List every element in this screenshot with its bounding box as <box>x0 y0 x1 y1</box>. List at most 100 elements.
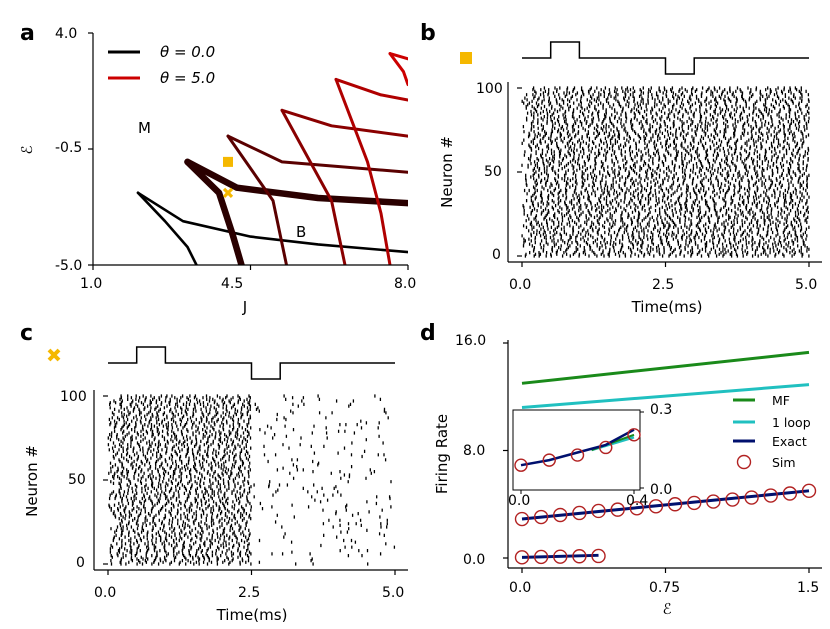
sim-point <box>514 511 530 527</box>
x-tick: 0.0 <box>509 277 531 293</box>
series-line-exact-low <box>521 553 599 559</box>
inset-chart: 0.0 0.4 0.3 0.0 <box>508 402 672 509</box>
sim-point <box>687 495 702 511</box>
y-axis-label: Firing Rate <box>433 414 451 494</box>
y-tick: -0.5 <box>55 140 82 156</box>
legend-label: 1 loop <box>772 415 811 430</box>
region-label-b: B <box>296 223 306 241</box>
panel-label-d: d <box>420 321 436 346</box>
phase-curve-upper <box>226 134 408 174</box>
phase-curve-lower <box>136 191 198 265</box>
x-tick: 0.75 <box>649 580 680 596</box>
region-label-m: M <box>138 119 151 137</box>
phase-curves <box>136 52 408 265</box>
spike-marks <box>521 86 810 258</box>
phase-curve-lower <box>226 134 288 265</box>
y-tick: -5.0 <box>55 258 82 274</box>
square-marker <box>223 156 233 167</box>
phase-curve-upper <box>184 158 408 207</box>
series-line-mf <box>521 350 810 385</box>
x-tick: 4.5 <box>221 276 243 292</box>
legend-label: Sim <box>772 455 796 470</box>
sim-point <box>706 494 721 509</box>
y-tick: 100 <box>60 389 87 405</box>
sim-point <box>629 501 644 516</box>
y-tick: 0.0 <box>463 552 485 568</box>
y-tick: 0 <box>492 247 501 263</box>
panel-b-chart: 100 50 0 0.0 2.5 5.0 Time(ms) Neuron # <box>438 41 822 316</box>
legend-label: MF <box>772 393 790 408</box>
x-tick: 1.0 <box>80 276 102 292</box>
inset-sim-point <box>514 458 528 472</box>
x-axis-label: Time(ms) <box>631 298 703 316</box>
x-axis-label: Time(ms) <box>216 606 288 624</box>
panel-label-a: a <box>20 21 35 46</box>
spike-raster <box>521 86 810 258</box>
x-tick: 8.0 <box>394 276 416 292</box>
phase-curve-lower <box>334 77 392 265</box>
panel-d-chart: 16.0 8.0 0.0 0.0 0.75 1.5 ℰ Firing Rate … <box>433 333 822 618</box>
sim-point <box>572 549 587 564</box>
sim-point <box>553 507 568 523</box>
sim-point <box>648 499 664 514</box>
sim-point <box>533 509 549 525</box>
sim-point <box>725 492 740 507</box>
sim-point <box>514 550 530 565</box>
legend-label: θ = 5.0 <box>160 69 215 87</box>
inset-x-tick: 0.0 <box>508 493 530 509</box>
inset-sim-point <box>627 428 641 442</box>
square-marker <box>460 52 472 64</box>
inset-x-tick: 0.4 <box>626 493 648 509</box>
panel-a-chart: 4.0 -0.5 -5.0 1.0 4.5 8.0 J ℰ θ = 0.0 θ … <box>18 26 416 316</box>
phase-curve-lower <box>388 52 408 87</box>
phase-curve-lower <box>280 108 347 265</box>
phase-curve-upper <box>136 191 408 254</box>
x-tick: 2.5 <box>652 277 674 293</box>
cross-marker <box>222 187 234 198</box>
y-tick: 50 <box>484 164 502 180</box>
series-line-exact-high <box>521 489 810 521</box>
y-tick: 0 <box>76 555 85 571</box>
sim-point <box>572 505 587 521</box>
phase-curve-upper <box>334 77 408 102</box>
inset-sim-point <box>570 448 585 462</box>
x-tick: 5.0 <box>795 277 817 293</box>
sim-point <box>801 483 817 499</box>
y-tick: 8.0 <box>463 443 485 459</box>
inset-sim-point <box>599 440 613 455</box>
y-tick: 100 <box>476 81 503 97</box>
panel-label-b: b <box>420 21 436 46</box>
sim-point <box>744 490 759 505</box>
sim-point <box>533 549 549 565</box>
spike-raster <box>107 394 396 566</box>
y-tick: 16.0 <box>455 333 486 349</box>
sim-point <box>553 549 568 564</box>
sim-point <box>591 548 606 564</box>
sim-point <box>610 502 625 517</box>
x-tick: 2.5 <box>238 585 260 601</box>
x-axis-label: ℰ <box>662 600 671 618</box>
y-axis-label: ℰ <box>18 145 36 154</box>
phase-curve-lower <box>184 158 245 265</box>
stimulus-trace <box>522 41 809 75</box>
sim-point <box>763 488 778 503</box>
spike-marks <box>107 394 396 566</box>
x-axis-label: J <box>242 298 247 316</box>
x-tick: 5.0 <box>382 585 404 601</box>
x-tick: 1.5 <box>797 580 819 596</box>
panel-c-chart: 100 50 0 0.0 2.5 5.0 Time(ms) Neuron # <box>23 346 408 624</box>
x-tick: 0.0 <box>94 585 116 601</box>
inset-y-tick: 0.3 <box>650 402 672 418</box>
y-axis-label: Neuron # <box>438 136 456 208</box>
y-tick: 50 <box>68 472 86 488</box>
stimulus-trace <box>108 346 395 380</box>
series-line-1-loop <box>521 383 810 409</box>
legend-label: θ = 0.0 <box>160 43 215 61</box>
inset-exact-line <box>520 428 635 467</box>
inset-sim-point <box>542 453 556 467</box>
phase-curve-upper <box>388 52 408 61</box>
sim-point <box>782 486 798 501</box>
panel-label-c: c <box>20 321 33 346</box>
legend-label: Exact <box>772 434 807 449</box>
